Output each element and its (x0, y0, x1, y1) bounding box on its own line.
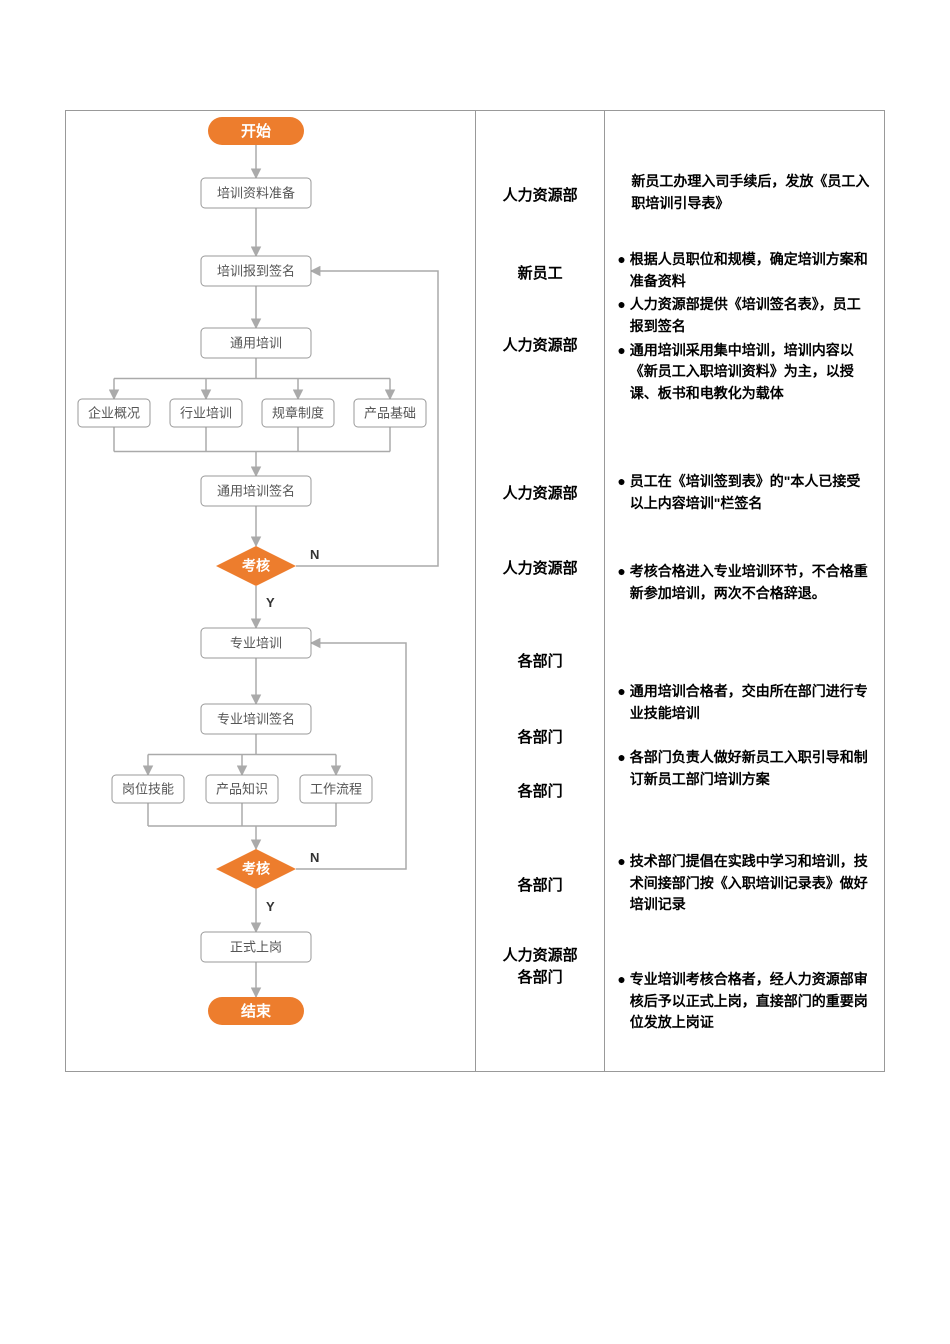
description-text: 员工在《培训签到表》的"本人已接受以上内容培训"栏签名 (630, 471, 874, 514)
description-block: ●考核合格进入专业培训环节，不合格重新参加培训，两次不合格辞退。 (617, 561, 874, 606)
description-block: 新员工办理入司手续后，发放《员工入职培训引导表》 (617, 171, 874, 214)
diamond-label-d1: 考核 (242, 558, 270, 574)
bullet-icon: ● (617, 294, 625, 337)
description-item: ●人力资源部提供《培训签名表》，员工报到签名 (617, 294, 874, 337)
description-text: 根据人员职位和规模，确定培训方案和准备资料 (630, 249, 874, 292)
diagram-container: 开始培训资料准备培训报到签名通用培训企业概况 行业培训 规章制度 产品基础通用培训签名… (65, 110, 885, 1072)
description-item: ●考核合格进入专业培训环节，不合格重新参加培训，两次不合格辞退。 (617, 561, 874, 604)
description-text: 人力资源部提供《培训签名表》，员工报到签名 (630, 294, 874, 337)
description-block: ●通用培训合格者，交由所在部门进行专业技能培训 (617, 681, 874, 726)
dept-label: 人力资源部 (476, 334, 604, 355)
dept-label: 人力资源部 (476, 557, 604, 578)
branch-label-d2_yes: Y (266, 899, 275, 914)
bullet-icon: ● (617, 747, 625, 790)
process-label-n3c: 规章制度 (272, 405, 324, 420)
process-label-n5: 专业培训 (230, 635, 282, 650)
process-label-n3a: 企业概况 (88, 405, 140, 420)
branch-label-d2_no: N (310, 850, 319, 865)
process-label-n6: 专业培训签名 (217, 711, 295, 726)
description-item: ●专业培训考核合格者，经人力资源部审核后予以正式上岗，直接部门的重要岗位发放上岗… (617, 969, 874, 1034)
description-block: ●技术部门提倡在实践中学习和培训，技术间接部门按《入职培训记录表》做好培训记录 (617, 851, 874, 918)
bullet-icon: ● (617, 249, 625, 292)
process-label-n4: 通用培训签名 (217, 483, 295, 498)
branch-label-d1_no: N (310, 547, 319, 562)
description-block: ●各部门负责人做好新员工入职引导和制订新员工部门培训方案 (617, 747, 874, 792)
dept-label: 新员工 (476, 262, 604, 283)
bullet-icon: ● (617, 340, 625, 405)
description-text: 通用培训合格者，交由所在部门进行专业技能培训 (630, 681, 874, 724)
branch-label-d1_yes: Y (266, 595, 275, 610)
description-block: ●根据人员职位和规模，确定培训方案和准备资料●人力资源部提供《培训签名表》，员工… (617, 249, 874, 407)
process-label-n1: 培训资料准备 (217, 185, 295, 200)
description-item: ●通用培训合格者，交由所在部门进行专业技能培训 (617, 681, 874, 724)
process-label-n3b: 行业培训 (180, 405, 232, 420)
process-label-n2: 培训报到签名 (217, 263, 295, 278)
flowchart-svg: 开始培训资料准备培训报到签名通用培训企业概况 行业培训 规章制度 产品基础通用培训签名… (66, 111, 476, 1071)
bullet-icon: ● (617, 561, 625, 604)
dept-label: 各部门 (476, 650, 604, 671)
bullet-icon: ● (617, 681, 625, 724)
dept-label: 人力资源部 (476, 944, 604, 965)
process-label-n6c: 工作流程 (310, 781, 362, 796)
diamond-label-d2: 考核 (242, 861, 270, 877)
terminal-label-start: 开始 (241, 122, 271, 140)
description-text: 通用培训采用集中培训，培训内容以《新员工入职培训资料》为主，以授课、板书和电教化… (630, 340, 874, 405)
dept-label: 各部门 (476, 874, 604, 895)
description-text: 考核合格进入专业培训环节，不合格重新参加培训，两次不合格辞退。 (630, 561, 874, 604)
description-block: ●专业培训考核合格者，经人力资源部审核后予以正式上岗，直接部门的重要岗位发放上岗… (617, 969, 874, 1036)
terminal-label-end: 结束 (241, 1002, 272, 1020)
description-item: ●根据人员职位和规模，确定培训方案和准备资料 (617, 249, 874, 292)
description-item: ●员工在《培训签到表》的"本人已接受以上内容培训"栏签名 (617, 471, 874, 514)
dept-label: 人力资源部 (476, 184, 604, 205)
description-item: ●各部门负责人做好新员工入职引导和制订新员工部门培训方案 (617, 747, 874, 790)
process-label-n7: 正式上岗 (230, 939, 282, 954)
dept-label: 各部门 (476, 780, 604, 801)
department-column: 人力资源部新员工人力资源部人力资源部人力资源部各部门各部门各部门各部门人力资源部… (476, 111, 605, 1071)
flowchart-column: 开始培训资料准备培训报到签名通用培训企业概况 行业培训 规章制度 产品基础通用培训签名… (66, 111, 476, 1071)
description-item: ●通用培训采用集中培训，培训内容以《新员工入职培训资料》为主，以授课、板书和电教… (617, 340, 874, 405)
process-label-n3d: 产品基础 (364, 405, 416, 420)
dept-label: 各部门 (476, 726, 604, 747)
dept-label: 人力资源部 (476, 482, 604, 503)
description-text: 技术部门提倡在实践中学习和培训，技术间接部门按《入职培训记录表》做好培训记录 (630, 851, 874, 916)
process-label-n3: 通用培训 (230, 335, 282, 350)
description-text: 新员工办理入司手续后，发放《员工入职培训引导表》 (617, 171, 874, 214)
process-label-n6a: 岗位技能 (122, 781, 174, 796)
bullet-icon: ● (617, 471, 625, 514)
description-block: ●员工在《培训签到表》的"本人已接受以上内容培训"栏签名 (617, 471, 874, 516)
description-item: ●技术部门提倡在实践中学习和培训，技术间接部门按《入职培训记录表》做好培训记录 (617, 851, 874, 916)
description-text: 专业培训考核合格者，经人力资源部审核后予以正式上岗，直接部门的重要岗位发放上岗证 (630, 969, 874, 1034)
process-label-n6b: 产品知识 (216, 781, 268, 796)
description-text: 各部门负责人做好新员工入职引导和制订新员工部门培训方案 (630, 747, 874, 790)
bullet-icon: ● (617, 851, 625, 916)
bullet-icon: ● (617, 969, 625, 1034)
description-column: 新员工办理入司手续后，发放《员工入职培训引导表》●根据人员职位和规模，确定培训方… (605, 111, 884, 1071)
dept-label: 各部门 (476, 966, 604, 987)
